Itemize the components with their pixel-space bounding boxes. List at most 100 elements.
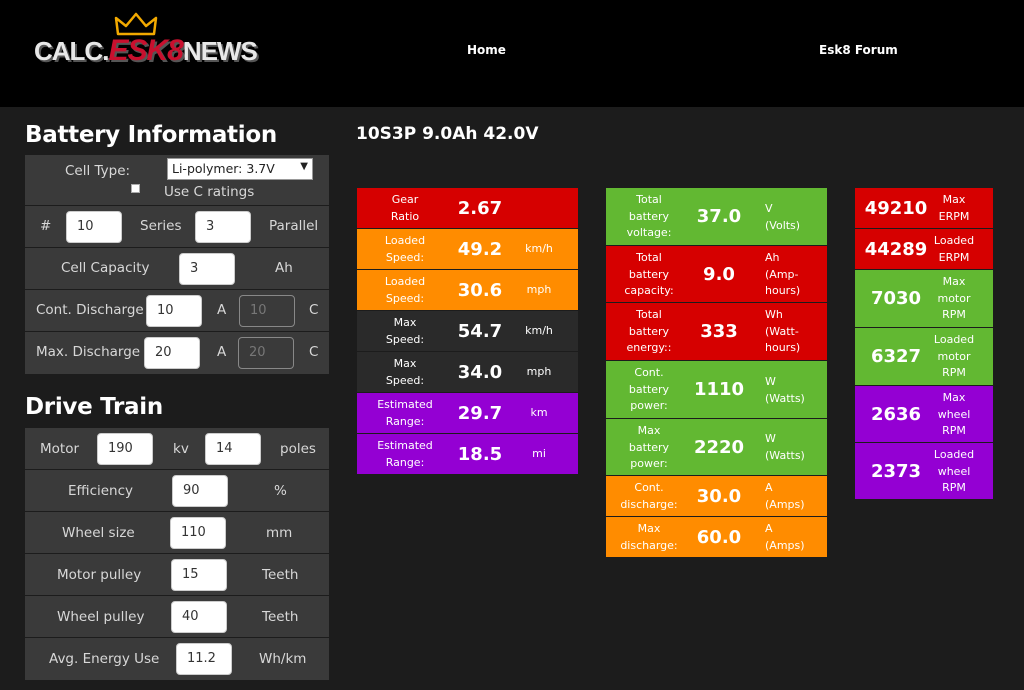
max-discharge-label: Max. Discharge	[36, 344, 141, 360]
cell-capacity-input[interactable]: 3	[179, 253, 235, 285]
nav-home-link[interactable]: Home	[467, 43, 506, 57]
result-unit: Ah (Amp- hours)	[765, 251, 801, 297]
result-label: Total battery energy::	[626, 308, 672, 354]
efficiency-label: Efficiency	[68, 483, 134, 499]
result-unit: W (Watts)	[765, 375, 805, 405]
use-c-ratings-checkbox[interactable]	[131, 184, 140, 193]
result-label: Total battery capacity:	[624, 251, 674, 297]
energy-use-label: Avg. Energy Use	[49, 651, 160, 667]
result-tile: Max motor RPM 7030	[855, 270, 993, 328]
result-label: Loaded wheel RPM	[933, 448, 975, 494]
result-label: Total battery voltage:	[626, 193, 672, 239]
poles-input[interactable]: 14	[205, 433, 261, 465]
result-tile: Cont. discharge: 30.0 A (Amps)	[606, 476, 827, 517]
result-value: 54.7	[457, 321, 503, 342]
energy-use-input[interactable]: 11.2	[176, 643, 232, 675]
parallel-input[interactable]: 3	[195, 211, 251, 243]
result-tile: Max battery power: 2220 W (Watts)	[606, 419, 827, 476]
result-tile: Loaded wheel RPM 2373	[855, 443, 993, 500]
result-value: 9.0	[703, 264, 735, 285]
result-label: Max ERPM	[938, 193, 970, 223]
kv-label: kv	[173, 441, 189, 457]
cell-type-row: Cell Type: Li-polymer: 3.7V ▼ Use C rati…	[25, 155, 329, 206]
result-tile: Loaded motor RPM 6327	[855, 328, 993, 386]
result-value: 1110	[693, 379, 745, 400]
max-discharge-input[interactable]: 20	[144, 337, 200, 369]
motor-pulley-input[interactable]: 15	[171, 559, 227, 591]
dropdown-arrow-icon: ▼	[300, 161, 308, 172]
result-label: Cont. battery power:	[628, 366, 670, 412]
cont-c-rating-input[interactable]: 10	[239, 295, 295, 327]
result-value: 49210	[864, 198, 928, 219]
nav-forum-link[interactable]: Esk8 Forum	[819, 43, 898, 57]
motor-label: Motor	[40, 441, 80, 457]
result-value: 49.2	[457, 239, 503, 260]
result-label: Estimated Range:	[377, 439, 433, 469]
cell-capacity-row: Cell Capacity 3 Ah	[25, 248, 329, 290]
cell-type-select[interactable]: Li-polymer: 3.7V ▼	[167, 158, 313, 180]
result-value: 34.0	[457, 362, 503, 383]
result-label: Max motor RPM	[937, 275, 971, 321]
result-unit: km	[530, 406, 548, 419]
result-label: Max battery power:	[628, 424, 670, 470]
motor-pulley-row: Motor pulley 15 Teeth	[25, 554, 329, 596]
logo-mark: ESK8	[108, 34, 183, 67]
result-value: 7030	[870, 288, 922, 309]
result-tile: Estimated Range: 18.5 mi	[357, 434, 578, 475]
result-value: 18.5	[457, 444, 503, 465]
cont-discharge-label: Cont. Discharge	[36, 302, 144, 318]
max-discharge-unit: A	[217, 344, 227, 360]
battery-results-column: Total battery voltage: 37.0 V (Volts) Total…	[606, 188, 827, 558]
cont-discharge-input[interactable]: 10	[146, 295, 202, 327]
cell-capacity-label: Cell Capacity	[61, 260, 150, 276]
result-tile: Max Speed: 34.0 mph	[357, 352, 578, 393]
drive-section-title: Drive Train	[25, 394, 163, 420]
series-parallel-row: # 10 Series 3 Parallel	[25, 206, 329, 248]
wheel-pulley-label: Wheel pulley	[57, 609, 145, 625]
wheel-pulley-input[interactable]: 40	[171, 601, 227, 633]
wheel-size-input[interactable]: 110	[170, 517, 226, 549]
result-unit: mi	[532, 447, 546, 460]
wheel-size-unit: mm	[266, 525, 293, 541]
result-unit: km/h	[525, 324, 553, 337]
result-tile: Loaded Speed: 49.2 km/h	[357, 229, 578, 270]
efficiency-row: Efficiency 90 %	[25, 470, 329, 512]
result-value: 2.67	[457, 198, 503, 219]
motor-pulley-label: Motor pulley	[57, 567, 142, 583]
cont-discharge-unit: A	[217, 302, 227, 318]
result-tile: Total battery voltage: 37.0 V (Volts)	[606, 188, 827, 246]
result-label: Estimated Range:	[377, 398, 433, 428]
result-tile: Loaded Speed: 30.6 mph	[357, 270, 578, 311]
result-value: 2373	[870, 461, 922, 482]
result-value: 44289	[864, 239, 928, 260]
max-discharge-row: Max. Discharge 20 A 20 C	[25, 332, 329, 374]
motor-row: Motor 190 kv 14 poles	[25, 428, 329, 470]
site-logo[interactable]: CALC.ESK8NEWS	[34, 12, 258, 82]
result-unit: Wh (Watt- hours)	[765, 308, 801, 354]
result-value: 29.7	[457, 403, 503, 424]
result-unit: A (Amps)	[765, 522, 805, 552]
result-unit: km/h	[525, 242, 553, 255]
result-unit: V (Volts)	[765, 202, 801, 232]
max-c-rating-input[interactable]: 20	[238, 337, 294, 369]
result-value: 30.6	[457, 280, 503, 301]
result-label: Max wheel RPM	[937, 391, 971, 437]
result-tile: Estimated Range: 29.7 km	[357, 393, 578, 434]
poles-label: poles	[280, 441, 316, 457]
cont-c-unit: C	[309, 302, 319, 318]
motor-pulley-unit: Teeth	[262, 567, 299, 583]
battery-config-title: 10S3P 9.0Ah 42.0V	[356, 124, 539, 144]
result-value: 2220	[693, 437, 745, 458]
logo-text: CALC.ESK8NEWS	[34, 34, 258, 68]
series-input[interactable]: 10	[66, 211, 122, 243]
result-value: 6327	[870, 346, 922, 367]
cont-discharge-row: Cont. Discharge 10 A 10 C	[25, 290, 329, 332]
parallel-label: Parallel	[269, 218, 319, 234]
efficiency-input[interactable]: 90	[172, 475, 228, 507]
energy-use-unit: Wh/km	[259, 651, 307, 667]
result-tile: Cont. battery power: 1110 W (Watts)	[606, 361, 827, 419]
motor-kv-input[interactable]: 190	[97, 433, 153, 465]
result-tile: Max ERPM 49210	[855, 188, 993, 229]
max-c-unit: C	[309, 344, 319, 360]
result-value: 333	[700, 321, 738, 342]
